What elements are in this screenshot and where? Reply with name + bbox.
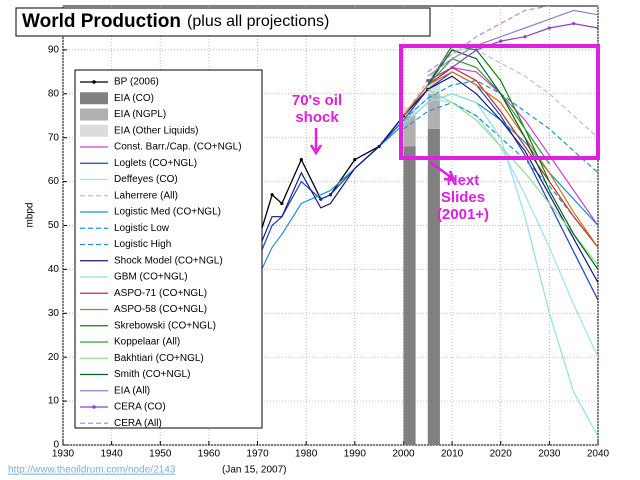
legend-label: Bakhtiari (CO+NGL) xyxy=(114,353,204,364)
series-marker xyxy=(450,65,454,70)
x-tick-label: 2000 xyxy=(392,449,415,460)
chart-title: World Production (plus all projections) xyxy=(22,11,329,32)
legend-label: EIA (All) xyxy=(114,385,150,396)
area-segment xyxy=(427,93,440,129)
x-tick-label: 2020 xyxy=(490,449,513,460)
area-segment xyxy=(403,106,416,116)
legend-label: Loglets (CO+NGL) xyxy=(114,158,197,169)
y-tick-label: 0 xyxy=(53,440,59,451)
legend-label: Laherrere (All) xyxy=(114,190,178,201)
legend-label: CERA (All) xyxy=(114,418,162,429)
legend-label: Logistic Med (CO+NGL) xyxy=(114,207,221,218)
annotation: shock xyxy=(295,109,339,126)
series-line xyxy=(427,9,598,77)
series-marker xyxy=(299,158,303,162)
series-marker xyxy=(280,201,284,206)
series-line xyxy=(427,58,550,165)
legend-swatch xyxy=(80,108,108,121)
series-line xyxy=(427,44,550,182)
series-line xyxy=(403,66,598,248)
y-tick-label: 90 xyxy=(48,45,60,56)
series-marker xyxy=(426,79,430,83)
series-marker xyxy=(523,35,527,39)
legend-label: GBM (CO+NGL) xyxy=(114,272,188,283)
title-sub: (plus all projections) xyxy=(187,13,329,30)
x-tick-label: 1960 xyxy=(198,449,221,460)
series-marker xyxy=(499,39,503,43)
series-line xyxy=(427,6,550,73)
annotation: Next xyxy=(447,172,480,189)
legend-label: BP (2006) xyxy=(114,77,159,88)
legend-marker xyxy=(92,405,96,409)
y-axis-label: mbpd xyxy=(25,202,36,227)
y-tick-label: 70 xyxy=(48,132,60,143)
x-tick-label: 2010 xyxy=(441,449,464,460)
legend-label: EIA (CO) xyxy=(114,93,154,104)
y-tick-label: 40 xyxy=(48,264,60,275)
arrow xyxy=(309,128,323,156)
legend-label: ASPO-58 (CO+NGL) xyxy=(114,304,207,315)
y-tick-label: 80 xyxy=(48,88,60,99)
legend-label: Deffeyes (CO) xyxy=(114,174,178,185)
source-link: http://www.theoildrum.com/node/2143 xyxy=(8,465,176,476)
legend-label: EIA (NGPL) xyxy=(114,109,166,120)
series-line xyxy=(427,22,598,82)
x-tick-label: 1930 xyxy=(52,449,75,460)
y-tick-label: 50 xyxy=(48,220,60,231)
legend-marker xyxy=(92,80,96,84)
area-segment xyxy=(427,128,440,445)
x-tick-label: 1940 xyxy=(101,449,124,460)
series-layer xyxy=(231,6,598,445)
y-tick-label: 30 xyxy=(48,308,60,319)
annotation: Slides xyxy=(441,189,485,206)
annotation: (2001+) xyxy=(437,206,489,223)
legend-label: Shock Model (CO+NGL) xyxy=(114,255,223,266)
legend-label: ASPO-71 (CO+NGL) xyxy=(114,288,207,299)
title-main: World Production xyxy=(22,11,181,32)
area-segment xyxy=(403,146,416,445)
x-tick-label: 1950 xyxy=(149,449,172,460)
x-tick-label: 2040 xyxy=(587,449,610,460)
series-marker xyxy=(572,21,576,26)
source-date: (Jan 15, 2007) xyxy=(222,465,287,476)
series-line xyxy=(403,93,598,437)
legend-label: Const. Barr./Cap. (CO+NGL) xyxy=(114,142,242,153)
x-tick-label: 2030 xyxy=(538,449,561,460)
series-marker xyxy=(270,193,274,197)
legend: BP (2006) EIA (CO) EIA (NGPL) EIA (Other Li… xyxy=(74,69,263,429)
legend-label: CERA (CO) xyxy=(114,402,166,413)
series-marker xyxy=(547,26,551,30)
series-marker xyxy=(596,26,598,30)
y-tick-label: 20 xyxy=(48,352,60,363)
series-line xyxy=(403,71,598,248)
legend-label: Koppelaar (All) xyxy=(114,337,180,348)
legend-swatch xyxy=(80,124,108,137)
series-marker xyxy=(353,158,357,162)
legend-label: Logistic Low xyxy=(114,223,170,234)
legend-label: Logistic High xyxy=(114,239,171,250)
legend-swatch xyxy=(80,92,108,105)
x-tick-label: 1980 xyxy=(295,449,318,460)
y-tick-label: 10 xyxy=(48,396,60,407)
legend-label: EIA (Other Liquids) xyxy=(114,125,198,136)
series-marker xyxy=(474,48,479,52)
x-tick-label: 1990 xyxy=(344,449,367,460)
x-tick-label: 1970 xyxy=(246,449,269,460)
arrow xyxy=(429,160,457,182)
area-segment xyxy=(403,115,416,147)
legend-label: Smith (CO+NGL) xyxy=(114,369,190,380)
title-box xyxy=(15,7,431,37)
y-tick-label: 60 xyxy=(48,176,60,187)
legend-label: Skrebowski (CO+NGL) xyxy=(114,320,216,331)
annotation: 70's oil xyxy=(292,92,342,109)
highlight-box xyxy=(399,44,600,160)
